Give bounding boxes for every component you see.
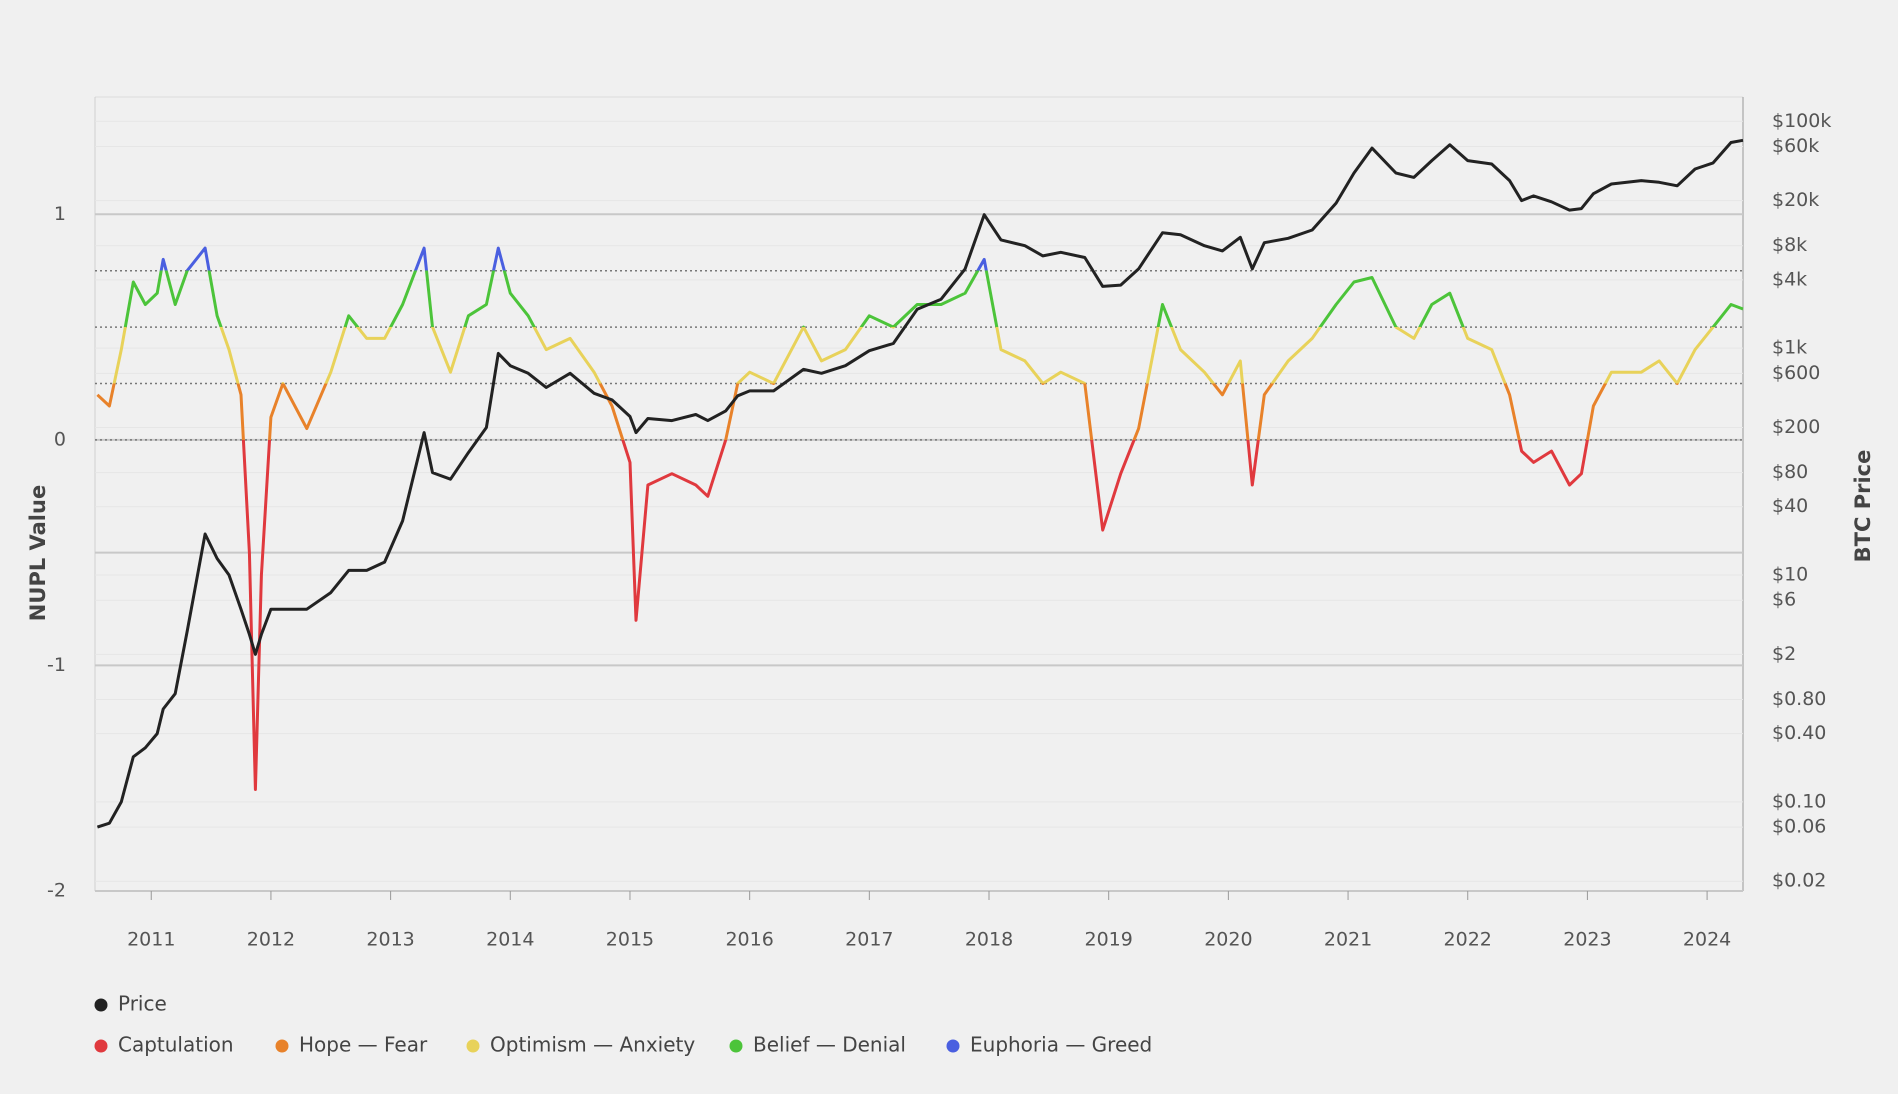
y2-tick-label: $20k: [1772, 189, 1819, 211]
y-tick-label: 0: [54, 428, 66, 450]
x-tick-label: 2022: [1444, 929, 1492, 951]
y2-tick-label: $8k: [1772, 234, 1807, 256]
x-tick-label: 2013: [366, 929, 414, 951]
series-line: [96, 138, 1744, 829]
legend-label: Euphoria — Greed: [970, 1033, 1152, 1057]
y-tick-label: 1: [54, 203, 66, 225]
x-tick-label: 2015: [606, 929, 654, 951]
x-tick-label: 2014: [486, 929, 534, 951]
y2-tick-label: $100k: [1772, 110, 1831, 132]
y2-tick-label: $0.80: [1772, 688, 1826, 710]
legend-label: Optimism — Anxiety: [490, 1033, 695, 1057]
legend-label: Price: [118, 992, 167, 1016]
legend-label: Belief — Denial: [753, 1033, 906, 1057]
x-tick-label: 2021: [1324, 929, 1372, 951]
x-tick-label: 2023: [1563, 929, 1611, 951]
y2-tick-label: $2: [1772, 643, 1796, 665]
legend-marker: [466, 1039, 480, 1053]
x-tick-label: 2019: [1085, 929, 1133, 951]
series-line: [96, 246, 1744, 791]
y-axis-title: NUPL Value: [26, 485, 50, 621]
x-tick-label: 2024: [1683, 929, 1731, 951]
y2-tick-label: $200: [1772, 416, 1820, 438]
legend-marker: [94, 1039, 108, 1053]
legend-marker: [729, 1039, 743, 1053]
y2-tick-label: $4k: [1772, 268, 1807, 290]
x-tick-label: 2012: [247, 929, 295, 951]
y2-tick-label: $0.40: [1772, 722, 1826, 744]
y-tick-label: -2: [47, 880, 66, 902]
legend-marker: [275, 1039, 289, 1053]
legend-label: Hope — Fear: [299, 1033, 428, 1057]
x-tick-label: 2011: [127, 929, 175, 951]
y2-axis-title: BTC Price: [1851, 450, 1875, 563]
y2-tick-label: $10: [1772, 564, 1808, 586]
y2-tick-label: $40: [1772, 495, 1808, 517]
y-tick-label: -1: [47, 654, 66, 676]
y2-tick-label: $60k: [1772, 135, 1819, 157]
y2-tick-label: $1k: [1772, 337, 1807, 359]
y2-tick-label: $0.10: [1772, 790, 1826, 812]
legend-label: Captulation: [118, 1033, 234, 1057]
x-tick-label: 2016: [725, 929, 773, 951]
x-tick-label: 2020: [1204, 929, 1252, 951]
y2-tick-label: $80: [1772, 461, 1808, 483]
y2-tick-label: $6: [1772, 589, 1796, 611]
x-tick-label: 2018: [965, 929, 1013, 951]
y2-tick-label: $0.02: [1772, 870, 1826, 892]
y2-tick-label: $600: [1772, 362, 1820, 384]
y2-tick-label: $0.06: [1772, 816, 1826, 838]
legend-marker: [94, 998, 108, 1012]
legend-marker: [946, 1039, 960, 1053]
x-tick-label: 2017: [845, 929, 893, 951]
